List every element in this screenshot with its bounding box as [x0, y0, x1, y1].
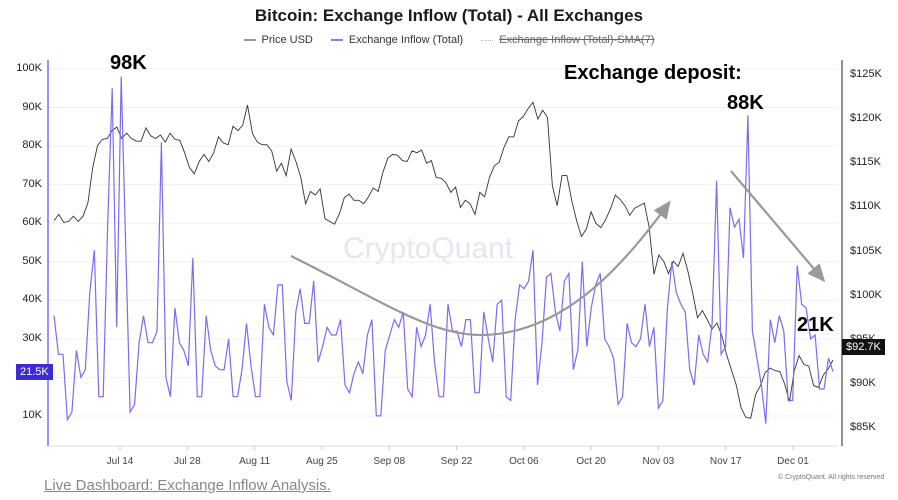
trend-arrow-curve-icon [290, 200, 671, 337]
watermark: CryptoQuant [343, 232, 514, 265]
x-axis-tick-label: Jul 28 [173, 456, 201, 467]
x-axis-tick-label: Nov 03 [642, 456, 675, 467]
left-axis-tick-label: 70K [22, 177, 42, 190]
left-axis-tick-label: 90K [22, 100, 42, 113]
annotation-current-21k: 21K [797, 314, 834, 336]
current-inflow-badge: 21.5K [16, 364, 53, 380]
right-axis-tick-label: $105K [850, 244, 882, 257]
legend-swatch-inflow [330, 39, 343, 41]
legend-label-sma: Exchange Inflow (Total)-SMA(7) [499, 34, 655, 46]
gridlines [48, 68, 838, 417]
chart-title: Bitcoin: Exchange Inflow (Total) - All E… [254, 6, 644, 25]
exchange-inflow-line [53, 76, 834, 424]
legend-item-sma[interactable]: Exchange Inflow (Total)-SMA(7) [481, 34, 654, 46]
left-axis-tick-label: 50K [22, 254, 42, 267]
legend-item-inflow[interactable]: Exchange Inflow (Total) [330, 34, 464, 46]
right-axis-tick-label: $115K [850, 156, 881, 169]
right-axis-tick-label: $110K [850, 200, 881, 213]
x-tick-marks [119, 446, 794, 450]
trend-arrow-down-icon [730, 170, 826, 283]
x-axis-tick-label: Nov 17 [709, 456, 742, 467]
x-axis-tick-label: Aug 11 [239, 456, 271, 467]
current-price-badge: $92.7K [842, 339, 885, 355]
x-axis-tick-label: Dec 01 [777, 456, 809, 467]
left-axis-tick-label: 40K [22, 293, 42, 306]
live-dashboard-link[interactable]: Live Dashboard: Exchange Inflow Analysis… [44, 477, 331, 494]
left-axis-tick-label: 100K [16, 62, 42, 74]
x-axis-tick-label: Sep 22 [440, 456, 473, 467]
legend-swatch-price [243, 39, 256, 41]
left-axis-tick-label: 60K [22, 216, 42, 229]
price-usd-line [53, 101, 834, 419]
annotation-deposit-88k: 88K [727, 92, 764, 114]
annotation-peak-98k: 98K [110, 52, 147, 74]
right-axis-tick-label: $125K [850, 68, 882, 80]
legend-label-price: Price USD [261, 34, 313, 46]
annotation-deposit-label: Exchange deposit: [564, 62, 742, 84]
right-axis-tick-label: $90K [850, 376, 876, 389]
x-axis-tick-label: Jul 14 [106, 456, 134, 467]
legend-label-inflow: Exchange Inflow (Total) [348, 34, 464, 46]
left-axis-tick-label: 10K [22, 408, 42, 421]
x-axis-tick-label: Oct 20 [576, 456, 606, 467]
legend-swatch-sma [481, 39, 494, 41]
x-axis-tick-label: Oct 06 [509, 456, 539, 467]
left-axis-tick-label: 30K [22, 331, 42, 344]
right-axis-tick-label: $120K [850, 112, 882, 125]
left-axis-tick-label: 80K [22, 139, 42, 152]
x-axis-tick-label: Aug 25 [306, 456, 338, 467]
right-axis-tick-label: $100K [850, 288, 882, 301]
legend-item-price[interactable]: Price USD [243, 34, 313, 46]
x-axis-tick-label: Sep 08 [373, 456, 406, 467]
copyright-text: © CryptoQuant. All rights reserved [778, 474, 885, 481]
right-axis-tick-label: $85K [850, 421, 876, 433]
legend: Price USD Exchange Inflow (Total) Exchan… [0, 34, 898, 46]
